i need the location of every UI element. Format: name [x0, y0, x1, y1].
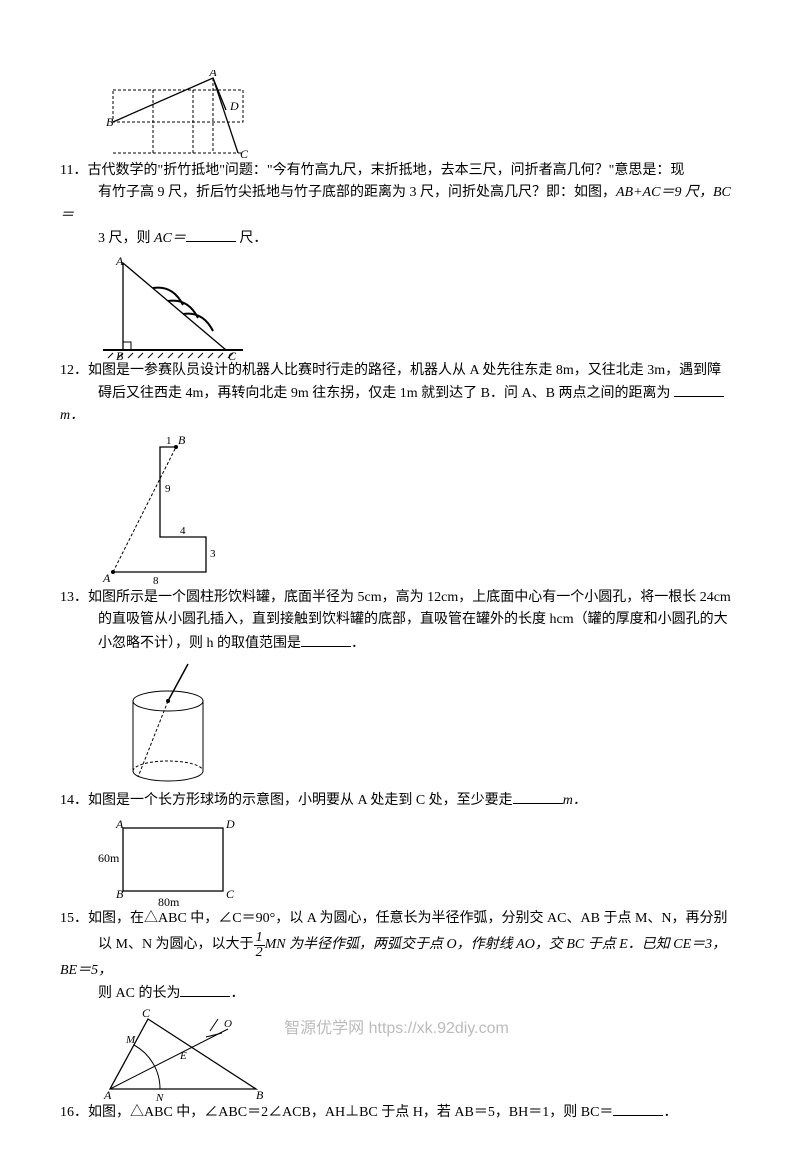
figure-13-container — [60, 659, 733, 789]
figure-11-container: A B C — [60, 255, 733, 360]
fig10-rect — [113, 90, 243, 122]
svg-text:8: 8 — [153, 575, 159, 587]
svg-text:A: A — [115, 255, 124, 268]
svg-text:B: B — [116, 887, 124, 901]
problem-14: 14．如图是一个长方形球场的示意图，小明要从 A 处走到 C 处，至少要走m． — [60, 789, 733, 812]
figure-13-svg — [98, 659, 228, 789]
svg-text:D: D — [225, 817, 235, 831]
p11-blank[interactable] — [186, 227, 236, 242]
figure-12-container: A B 8 3 4 9 1 — [60, 432, 733, 587]
figure-10-svg: A B C D — [98, 70, 248, 160]
p14-blank[interactable] — [513, 789, 563, 804]
svg-text:C: C — [228, 349, 237, 360]
fig10-label-C: C — [240, 147, 248, 160]
p13-blank[interactable] — [301, 632, 351, 647]
p12-blank[interactable] — [674, 382, 724, 397]
svg-text:A: A — [102, 571, 111, 585]
problem-12: 12．如图是一参赛队员设计的机器人比赛时行走的路径，机器人从 A 处先往东走 8… — [60, 360, 733, 428]
fig10-label-D: D — [229, 99, 239, 113]
problem-13: 13．如图所示是一个圆柱形饮料罐，底面半径为 5cm，高为 12cm，上底面中心… — [60, 587, 733, 655]
figure-11-svg: A B C — [98, 255, 248, 360]
problem-11: 11．古代数学的"折竹抵地"问题："今有竹高九尺，末折抵地，去本三尺，问折者高几… — [60, 160, 733, 251]
svg-text:E: E — [179, 1050, 187, 1062]
fraction-half: 12 — [254, 931, 265, 960]
svg-text:A: A — [103, 1088, 112, 1101]
svg-text:N: N — [155, 1092, 164, 1101]
figure-14-svg: A D B C 60m 80m — [98, 816, 248, 908]
svg-text:B: B — [116, 349, 124, 360]
figure-14-container: A D B C 60m 80m — [60, 816, 733, 908]
svg-text:80m: 80m — [158, 895, 180, 908]
svg-text:B: B — [256, 1088, 264, 1101]
figure-12-svg: A B 8 3 4 9 1 — [98, 432, 238, 587]
problem-11-number: 11． — [60, 163, 87, 178]
problem-15: 15．如图，在△ABC 中，∠C＝90°，以 A 为圆心，任意长为半径作弧，分别… — [60, 908, 733, 1005]
svg-text:3: 3 — [210, 548, 216, 560]
p11-line1: 古代数学的"折竹抵地"问题："今有竹高九尺，末折抵地，去本三尺，问折者高几何？"… — [87, 163, 684, 178]
svg-text:C: C — [226, 887, 235, 901]
svg-text:B: B — [178, 433, 186, 447]
problem-16: 16．如图，△ABC 中，∠ABC＝2∠ACB，AH⊥BC 于点 H，若 AB＝… — [60, 1101, 733, 1124]
figure-10-container: A B C D — [60, 70, 733, 160]
page-footer: 智源优学网 https://xk.92diy.com — [0, 1016, 793, 1042]
p16-blank[interactable] — [613, 1101, 663, 1116]
svg-text:4: 4 — [180, 525, 186, 537]
p11-line2: 有竹子高 9 尺，折后竹尖抵地与竹子底部的距离为 3 尺，问折处高几尺？即：如图… — [60, 185, 731, 222]
p15-blank[interactable] — [180, 982, 230, 997]
svg-text:1: 1 — [166, 435, 172, 447]
svg-text:60m: 60m — [98, 851, 120, 865]
fig10-label-A: A — [208, 70, 217, 79]
fig10-label-B: B — [106, 115, 114, 129]
svg-text:A: A — [115, 817, 124, 831]
svg-text:9: 9 — [165, 483, 171, 495]
fig10-triangle — [113, 78, 238, 153]
